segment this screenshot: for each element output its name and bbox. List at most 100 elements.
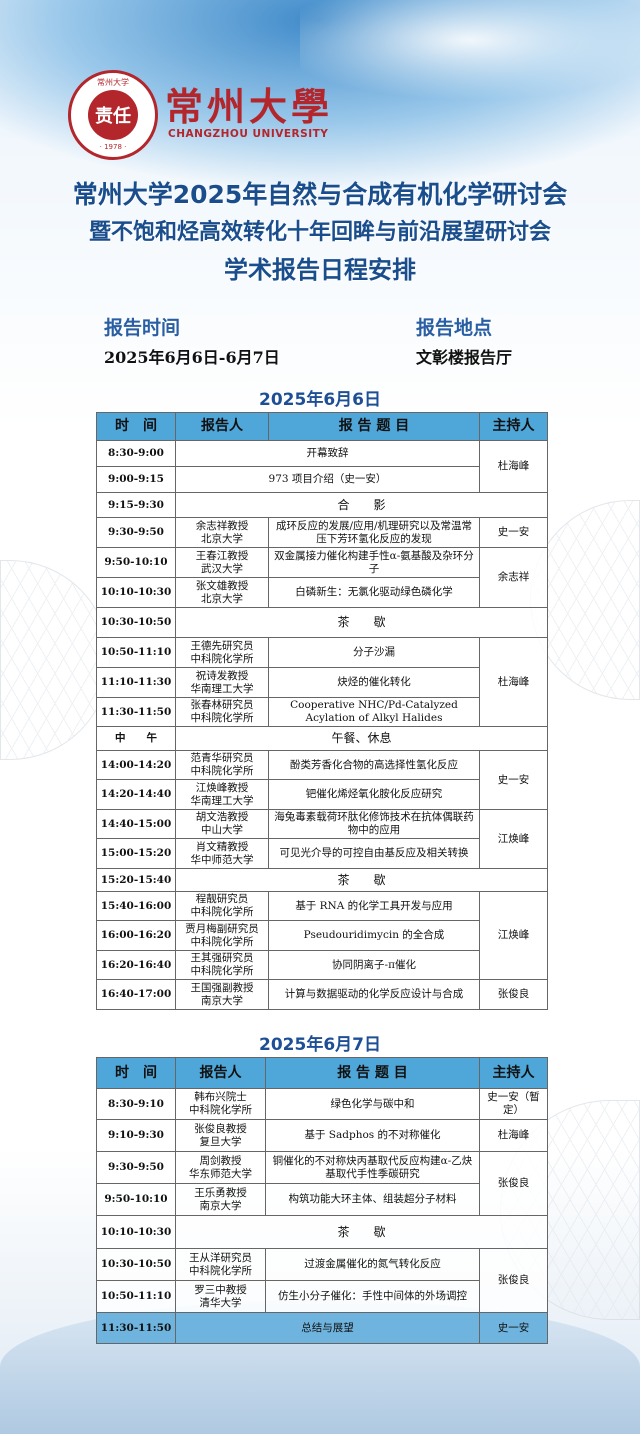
speaker-cell: 王乐勇教授 南京大学: [175, 1183, 266, 1216]
speaker-name: 贾月梅副研究员: [185, 922, 259, 935]
speaker-name: 王从洋研究员: [189, 1251, 252, 1264]
session-time: 15:20-15:40: [96, 868, 176, 892]
session-host: 史一安: [479, 1312, 548, 1344]
session-time: 10:10-10:30: [96, 577, 176, 608]
session-time: 9:15-9:30: [96, 492, 176, 518]
speaker-affiliation: 华中师范大学: [190, 853, 254, 866]
speaker-name: 韩布兴院士: [194, 1091, 247, 1103]
session-host: 张俊良: [479, 1151, 548, 1216]
session-time: 9:30-9:50: [96, 1151, 176, 1184]
speaker-name: 肖文精教授: [195, 840, 249, 853]
session-title: 合 影: [175, 492, 548, 518]
speaker-cell: 范青华研究员 中科院化学所: [175, 750, 269, 780]
speaker-affiliation: 中科院化学所: [190, 765, 254, 777]
speaker-name: 张俊良教授: [194, 1122, 247, 1135]
session-title: 总结与展望: [175, 1312, 480, 1344]
schedule-row: 10:10-10:30 张文雄教授 北京大学 白磷新生：无氯化驱动绿色磷化学: [96, 577, 548, 608]
session-time: 11:30-11:50: [96, 1312, 176, 1344]
column-header: 时 间: [96, 1057, 176, 1089]
session-time: 9:30-9:50: [96, 517, 176, 548]
schedule-row: 9:30-9:50 周剑教授 华东师范大学 铜催化的不对称炔丙基取代反应构建α-乙炔基…: [96, 1151, 548, 1216]
session-time: 11:10-11:30: [96, 667, 176, 698]
schedule-row: 10:10-10:30 茶 歇: [96, 1215, 548, 1249]
speaker-affiliation: 南京大学: [201, 994, 243, 1007]
seal-year: · 1978 ·: [99, 143, 127, 151]
talk-title: 钯催化烯烃氧化胺化反应研究: [268, 779, 480, 810]
talk-title: Pseudouridimycin 的全合成: [268, 920, 480, 951]
session-host: 江焕峰: [479, 891, 548, 980]
speaker-cell: 王从洋研究员 中科院化学所: [175, 1248, 266, 1281]
day-2-date: 2025年6月7日: [259, 1035, 381, 1055]
session-host: 史一安（暂定）: [479, 1088, 548, 1120]
speaker-cell: 胡文浩教授 中山大学: [175, 809, 269, 839]
schedule-row: 11:30-11:50 张春林研究员 中科院化学所 Cooperative NHC/P…: [96, 697, 548, 727]
speaker-cell: 王其强研究员 中科院化学所: [175, 950, 269, 980]
schedule-row: 8:30-9:10 韩布兴院士 中科院化学所 绿色化学与碳中和 史一安（暂定）: [96, 1088, 548, 1120]
session-time: 9:50-10:10: [96, 547, 176, 578]
talk-title: 计算与数据驱动的化学反应设计与合成: [268, 979, 480, 1010]
speaker-affiliation: 南京大学: [199, 1199, 242, 1212]
speaker-cell: 张文雄教授 北京大学: [175, 577, 269, 608]
session-host: 江焕峰: [479, 809, 548, 869]
schedule-row: 9:10-9:30 张俊良教授 复旦大学 基于 Sadphos 的不对称催化 杜海峰: [96, 1119, 548, 1152]
session-time: 10:50-11:10: [96, 1280, 176, 1313]
session-title: 开幕致辞: [175, 440, 480, 467]
report-place-value: 文彰楼报告厅: [416, 348, 513, 367]
speaker-affiliation: 华南理工大学: [190, 682, 254, 695]
session-host: 张俊良: [479, 979, 548, 1010]
talk-title: 协同阴离子-π催化: [268, 950, 480, 980]
session-host: 杜海峰: [479, 1119, 548, 1152]
table-header-row: 时 间报告人报 告 题 目主持人: [96, 412, 548, 441]
speaker-name: 周剑教授: [199, 1154, 242, 1167]
speaker-name: 王其强研究员: [190, 952, 254, 964]
seal-ring-text: 常州大学: [97, 78, 129, 87]
speaker-cell: 余志祥教授 北京大学: [175, 517, 269, 548]
report-place-label: 报告地点: [416, 317, 493, 339]
schedule-row: 16:40-17:00 王国强副教授 南京大学 计算与数据驱动的化学反应设计与合成 张俊…: [96, 979, 548, 1010]
column-header: 报 告 题 目: [268, 412, 480, 441]
session-time: 9:00-9:15: [96, 466, 176, 493]
schedule-row: 中 午午餐、休息: [96, 726, 548, 751]
schedule-row: 14:00-14:20 范青华研究员 中科院化学所 酚类芳香化合物的高选择性氢化反应史…: [96, 750, 548, 810]
speaker-name: 祝诗发教授: [195, 669, 249, 682]
schedule-row: 9:50-10:10 王乐勇教授 南京大学 构筑功能大环主体、组装超分子材料: [96, 1183, 548, 1216]
speaker-name: 王国强副教授: [190, 981, 254, 994]
session-time: 中 午: [96, 726, 176, 751]
speaker-cell: 周剑教授 华东师范大学: [175, 1151, 266, 1184]
column-header: 时 间: [96, 412, 176, 441]
talk-title: 可见光介导的可控自由基反应及相关转换: [268, 838, 480, 869]
schedule-row: 15:40-16:00 程靓研究员 中科院化学所 基于 RNA 的化学工具开发与应用江…: [96, 891, 548, 980]
speaker-affiliation: 清华大学: [199, 1296, 242, 1309]
schedule-row: 11:30-11:50 总结与展望 史一安: [96, 1312, 548, 1344]
speaker-cell: 程靓研究员 中科院化学所: [175, 891, 269, 921]
session-time: 9:10-9:30: [96, 1119, 176, 1152]
session-host: 杜海峰: [479, 440, 548, 493]
speaker-cell: 肖文精教授 华中师范大学: [175, 838, 269, 869]
column-header: 主持人: [479, 1057, 548, 1089]
schedule-row: 8:30-9:00 开幕致辞 杜海峰: [96, 440, 548, 493]
speaker-affiliation: 华东师范大学: [189, 1167, 252, 1180]
talk-title: 仿生小分子催化：手性中间体的外场调控: [265, 1280, 480, 1313]
speaker-name: 胡文浩教授: [195, 811, 249, 823]
talk-title: 酚类芳香化合物的高选择性氢化反应: [268, 750, 480, 780]
speaker-cell: 罗三中教授 清华大学: [175, 1280, 266, 1313]
talk-title: 炔烃的催化转化: [268, 667, 480, 698]
session-host: 史一安: [479, 517, 548, 548]
university-name-en: CHANGZHOU UNIVERSITY: [168, 128, 329, 140]
speaker-name: 江焕峰教授: [195, 781, 249, 794]
talk-title: 构筑功能大环主体、组装超分子材料: [265, 1183, 480, 1216]
talk-title: 基于 RNA 的化学工具开发与应用: [268, 891, 480, 921]
schedule-row: 10:30-10:50 茶 歇: [96, 607, 548, 638]
column-header: 主持人: [479, 412, 548, 441]
talk-title: 过渡金属催化的氮气转化反应: [265, 1248, 480, 1281]
session-host: 张俊良: [479, 1248, 548, 1313]
session-title: 午餐、休息: [175, 726, 548, 751]
talk-title: 绿色化学与碳中和: [265, 1088, 480, 1120]
speaker-cell: 张春林研究员 中科院化学所: [175, 697, 269, 727]
globe-decoration: [0, 560, 110, 760]
schedule-row: 10:50-11:10 罗三中教授 清华大学 仿生小分子催化：手性中间体的外场调控: [96, 1280, 548, 1313]
speaker-affiliation: 中科院化学所: [190, 935, 254, 948]
session-time: 11:30-11:50: [96, 697, 176, 727]
speaker-cell: 王国强副教授 南京大学: [175, 979, 269, 1010]
report-time-value: 2025年6月6日-6月7日: [104, 348, 280, 367]
